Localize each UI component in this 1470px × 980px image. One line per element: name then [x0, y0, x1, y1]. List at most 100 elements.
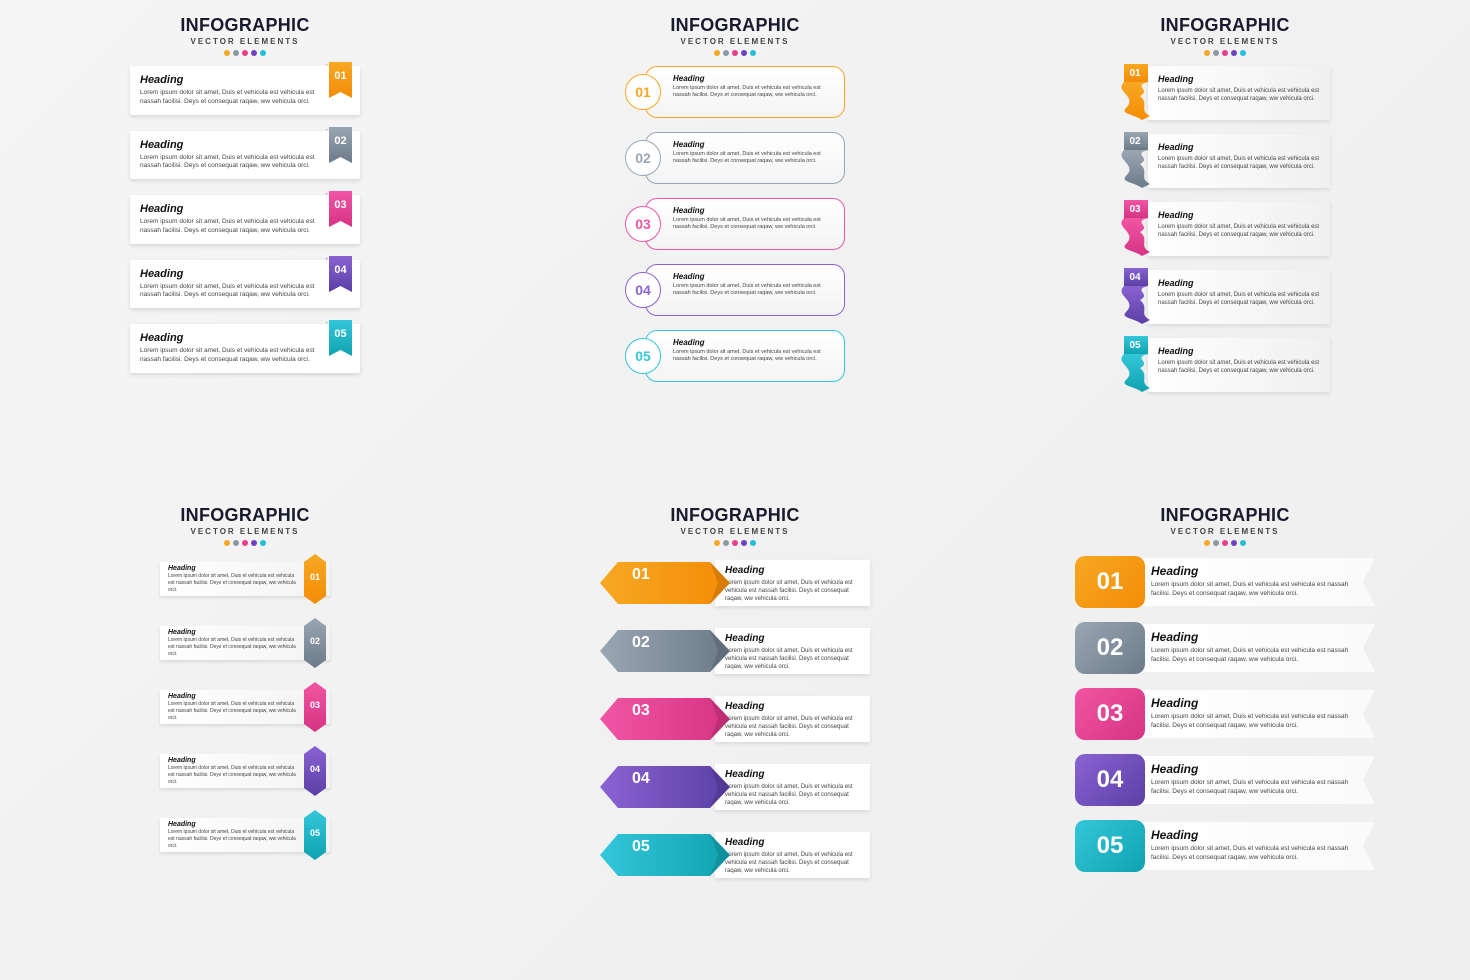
item-heading: Heading: [140, 74, 316, 86]
svg-text:01: 01: [334, 70, 346, 82]
accent-dots: [180, 50, 309, 56]
item-text: Heading Lorem ipsum dolor sit amet, Duis…: [673, 140, 835, 166]
item-card: Heading Lorem ipsum dolor sit amet, Duis…: [1133, 822, 1375, 870]
ribbon-icon: 02: [326, 127, 352, 169]
item-heading: Heading: [1151, 696, 1349, 710]
list-item: Heading Lorem ipsum dolor sit amet, Duis…: [160, 748, 330, 794]
item-body: Lorem ipsum dolor sit amet, Duis et vehi…: [725, 579, 860, 603]
item-heading: Heading: [1151, 564, 1349, 578]
item-body: Lorem ipsum dolor sit amet, Duis et vehi…: [168, 765, 300, 785]
arrow-icon: [600, 556, 730, 610]
item-card: Heading Lorem ipsum dolor sit amet, Duis…: [1148, 66, 1330, 120]
item-heading: Heading: [725, 565, 860, 576]
item-card: Heading Lorem ipsum dolor sit amet, Duis…: [1148, 338, 1330, 392]
item-body: Lorem ipsum dolor sit amet, Duis et vehi…: [673, 85, 835, 100]
item-body: Lorem ipsum dolor sit amet, Duis et vehi…: [1158, 291, 1320, 307]
item-heading: Heading: [168, 565, 300, 572]
list-item: 02 Heading Lorem ipsum dolor sit amet, D…: [625, 132, 845, 184]
item-body: Lorem ipsum dolor sit amet, Duis et vehi…: [168, 573, 300, 593]
panel-subtitle: VECTOR ELEMENTS: [180, 37, 309, 46]
dot-icon: [233, 540, 239, 546]
arrow-icon: [600, 624, 730, 678]
item-heading: Heading: [725, 701, 860, 712]
item-body: Lorem ipsum dolor sit amet, Duis et vehi…: [140, 218, 316, 236]
list-item: Heading Lorem ipsum dolor sit amet, Duis…: [130, 66, 360, 115]
item-heading: Heading: [673, 140, 835, 149]
item-card: Heading Lorem ipsum dolor sit amet, Duis…: [715, 560, 870, 606]
layout-grid: INFOGRAPHIC VECTOR ELEMENTS Heading Lore…: [0, 0, 1470, 980]
item-card: Heading Lorem ipsum dolor sit amet, Duis…: [1133, 558, 1375, 606]
dot-icon: [1240, 540, 1246, 546]
svg-text:02: 02: [334, 135, 346, 147]
dot-icon: [1213, 540, 1219, 546]
item-heading: Heading: [673, 272, 835, 281]
panel-d: INFOGRAPHIC VECTOR ELEMENTS Heading Lore…: [0, 490, 490, 980]
panel-title: INFOGRAPHIC: [180, 505, 309, 526]
dot-icon: [1231, 540, 1237, 546]
dot-icon: [1240, 50, 1246, 56]
number-badge: 04: [632, 770, 650, 788]
dot-icon: [714, 50, 720, 56]
item-heading: Heading: [673, 206, 835, 215]
list-item: Heading Lorem ipsum dolor sit amet, Duis…: [1075, 688, 1375, 740]
item-body: Lorem ipsum dolor sit amet, Duis et vehi…: [168, 637, 300, 657]
svg-text:03: 03: [334, 199, 346, 211]
dot-icon: [723, 50, 729, 56]
list-item: Heading Lorem ipsum dolor sit amet, Duis…: [600, 556, 870, 610]
ribbon-icon: 03: [326, 191, 352, 233]
list-item: Heading Lorem ipsum dolor sit amet, Duis…: [1120, 134, 1330, 188]
item-heading: Heading: [168, 757, 300, 764]
list-item: 05 Heading Lorem ipsum dolor sit amet, D…: [625, 330, 845, 382]
dot-icon: [1231, 50, 1237, 56]
item-body: Lorem ipsum dolor sit amet, Duis et vehi…: [1151, 779, 1349, 797]
list-f: Heading Lorem ipsum dolor sit amet, Duis…: [1075, 556, 1375, 872]
panel-subtitle: VECTOR ELEMENTS: [670, 527, 799, 536]
item-body: Lorem ipsum dolor sit amet, Duis et vehi…: [1158, 87, 1320, 103]
item-heading: Heading: [673, 74, 835, 83]
item-heading: Heading: [1151, 762, 1349, 776]
list-item: Heading Lorem ipsum dolor sit amet, Duis…: [600, 692, 870, 746]
dot-icon: [732, 50, 738, 56]
list-item: Heading Lorem ipsum dolor sit amet, Duis…: [130, 324, 360, 373]
item-heading: Heading: [1158, 142, 1320, 152]
panel-title: INFOGRAPHIC: [180, 15, 309, 36]
item-body: Lorem ipsum dolor sit amet, Duis et vehi…: [168, 829, 300, 849]
number-badge: 02: [625, 140, 661, 176]
item-body: Lorem ipsum dolor sit amet, Duis et vehi…: [725, 783, 860, 807]
item-heading: Heading: [1158, 346, 1320, 356]
dot-icon: [741, 540, 747, 546]
list-item: Heading Lorem ipsum dolor sit amet, Duis…: [1075, 622, 1375, 674]
list-item: Heading Lorem ipsum dolor sit amet, Duis…: [130, 260, 360, 309]
number-badge: 05: [1075, 820, 1145, 872]
item-body: Lorem ipsum dolor sit amet, Duis et vehi…: [1151, 647, 1349, 665]
item-heading: Heading: [725, 837, 860, 848]
panel-c: INFOGRAPHIC VECTOR ELEMENTS Heading Lore…: [980, 0, 1470, 490]
list-item: Heading Lorem ipsum dolor sit amet, Duis…: [1120, 202, 1330, 256]
list-item: Heading Lorem ipsum dolor sit amet, Duis…: [160, 620, 330, 666]
dot-icon: [714, 540, 720, 546]
dot-icon: [260, 50, 266, 56]
ribbon-icon: 01: [326, 62, 352, 104]
item-heading: Heading: [140, 332, 316, 344]
item-body: Lorem ipsum dolor sit amet, Duis et vehi…: [725, 647, 860, 671]
number-badge: 05: [1124, 340, 1146, 351]
item-body: Lorem ipsum dolor sit amet, Duis et vehi…: [1158, 359, 1320, 375]
dot-icon: [1204, 540, 1210, 546]
dot-icon: [741, 50, 747, 56]
item-card: Heading Lorem ipsum dolor sit amet, Duis…: [1133, 756, 1375, 804]
item-body: Lorem ipsum dolor sit amet, Duis et vehi…: [140, 283, 316, 301]
panel-header: INFOGRAPHIC VECTOR ELEMENTS: [670, 505, 799, 546]
number-badge: 01: [1075, 556, 1145, 608]
dot-icon: [224, 50, 230, 56]
dot-icon: [750, 540, 756, 546]
panel-subtitle: VECTOR ELEMENTS: [670, 37, 799, 46]
list-item: Heading Lorem ipsum dolor sit amet, Duis…: [160, 684, 330, 730]
item-text: Heading Lorem ipsum dolor sit amet, Duis…: [673, 272, 835, 298]
list-item: 03 Heading Lorem ipsum dolor sit amet, D…: [625, 198, 845, 250]
panel-header: INFOGRAPHIC VECTOR ELEMENTS: [1160, 15, 1289, 56]
list-item: 01 Heading Lorem ipsum dolor sit amet, D…: [625, 66, 845, 118]
list-item: Heading Lorem ipsum dolor sit amet, Duis…: [1120, 270, 1330, 324]
list-a: Heading Lorem ipsum dolor sit amet, Duis…: [130, 66, 360, 373]
number-badge: 04: [1124, 272, 1146, 283]
number-badge: 01: [304, 572, 326, 582]
